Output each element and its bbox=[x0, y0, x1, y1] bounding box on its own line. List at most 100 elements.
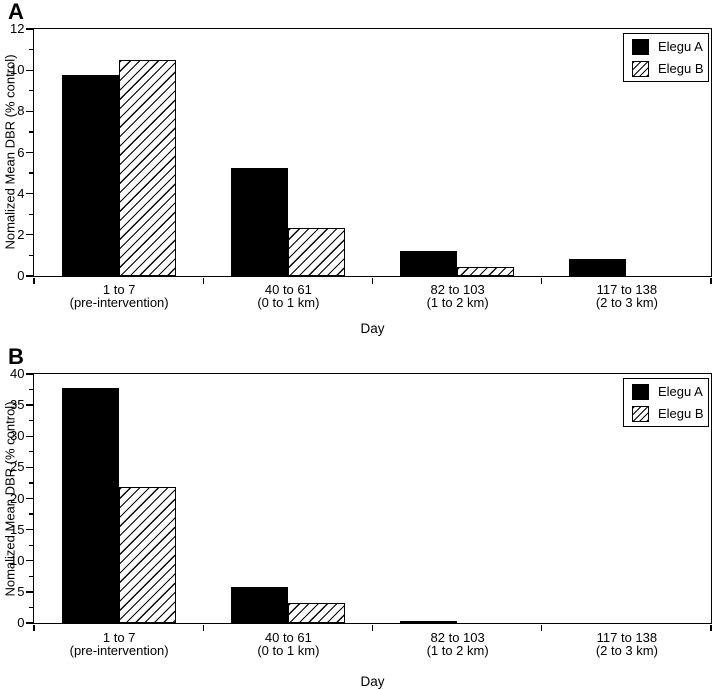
category-label: 82 to 103 (1 to 2 km) bbox=[373, 631, 542, 657]
bar-elegu-a-group-1 bbox=[61, 387, 119, 623]
y-tick-label: 8 bbox=[17, 103, 25, 119]
legend-label: Elegu B bbox=[658, 405, 704, 421]
panel-a: A Nomalized Mean DBR (% control) Elegu A… bbox=[2, 0, 712, 336]
y-tick-label: 20 bbox=[10, 490, 25, 506]
category-range: 1 to 7 bbox=[102, 630, 136, 645]
x-tick bbox=[710, 624, 712, 631]
category-range: 117 to 138 bbox=[596, 630, 658, 645]
category-label: 82 to 103 (1 to 2 km) bbox=[373, 283, 542, 309]
x-tick bbox=[710, 277, 712, 284]
y-tick-label: 5 bbox=[17, 583, 25, 599]
y-tick-label: 40 bbox=[10, 366, 25, 381]
legend-item-elegu-a: Elegu A bbox=[632, 383, 708, 400]
x-tick bbox=[33, 624, 35, 631]
y-tick-label: 12 bbox=[10, 21, 25, 36]
x-axis-title: Day bbox=[360, 321, 385, 336]
y-tick-label: 2 bbox=[17, 226, 25, 242]
category-detail: (pre-intervention) bbox=[69, 295, 169, 310]
category-label: 117 to 138 (2 to 3 km) bbox=[542, 631, 711, 657]
y-minor-tick bbox=[29, 90, 33, 92]
x-tick bbox=[202, 277, 204, 284]
legend-label: Elegu A bbox=[658, 38, 703, 54]
legend-label: Elegu A bbox=[658, 383, 703, 399]
y-tick-label: 10 bbox=[10, 552, 25, 568]
y-minor-tick bbox=[29, 48, 33, 51]
x-tick bbox=[202, 624, 204, 631]
category-detail: (2 to 3 km) bbox=[595, 295, 658, 310]
y-minor-tick bbox=[29, 172, 33, 174]
x-tick bbox=[541, 624, 543, 631]
y-axis-title: Nomalized Mean DBR (% control) bbox=[2, 54, 18, 250]
category-range: 40 to 61 bbox=[264, 630, 312, 645]
legend-swatch-solid-icon bbox=[632, 383, 649, 400]
panel-b: B Nomalized Mean DBR (% control) Elegu A… bbox=[0, 345, 717, 690]
bar-elegu-b-group-2 bbox=[287, 227, 345, 276]
y-tick bbox=[26, 373, 33, 375]
y-tick-label: 0 bbox=[17, 268, 25, 283]
category-detail: (1 to 2 km) bbox=[426, 643, 489, 658]
y-tick bbox=[26, 69, 33, 71]
y-minor-tick bbox=[29, 213, 33, 215]
legend-swatch-hatched-icon bbox=[632, 60, 649, 77]
y-tick bbox=[26, 110, 33, 112]
category-label: 1 to 7 (pre-intervention) bbox=[35, 283, 204, 309]
category-range: 82 to 103 bbox=[430, 630, 485, 645]
bar-elegu-a-group-1 bbox=[61, 75, 119, 276]
y-tick bbox=[26, 497, 33, 500]
y-tick bbox=[26, 193, 33, 195]
y-tick bbox=[26, 622, 33, 624]
y-tick-label: 4 bbox=[17, 185, 25, 201]
plot-area: Elegu A Elegu B 0 2 4 6 8 10 12 bbox=[10, 22, 712, 284]
legend: Elegu A Elegu B bbox=[623, 33, 709, 82]
y-tick bbox=[26, 528, 33, 531]
x-axis-title: Day bbox=[360, 674, 385, 689]
y-tick-label: 35 bbox=[10, 397, 25, 413]
category-range: 82 to 103 bbox=[430, 282, 485, 297]
category-detail: (0 to 1 km) bbox=[257, 295, 320, 310]
y-tick-label: 6 bbox=[17, 144, 25, 160]
bar-elegu-a-group-2 bbox=[230, 167, 288, 276]
y-tick-label: 15 bbox=[10, 521, 25, 537]
legend-swatch-hatched-icon bbox=[632, 405, 649, 422]
category-label: 117 to 138 (2 to 3 km) bbox=[542, 283, 711, 309]
y-minor-tick bbox=[29, 131, 33, 133]
bar-elegu-b-group-2 bbox=[287, 603, 345, 623]
legend: Elegu A Elegu B bbox=[623, 378, 709, 427]
legend-label: Elegu B bbox=[658, 60, 704, 76]
legend-item-elegu-b: Elegu B bbox=[632, 60, 708, 77]
bar-elegu-b-group-3 bbox=[457, 266, 515, 276]
bar-elegu-a-group-3 bbox=[400, 251, 458, 276]
category-detail: (1 to 2 km) bbox=[426, 295, 489, 310]
x-tick bbox=[33, 277, 35, 284]
y-minor-tick bbox=[29, 544, 33, 546]
x-tick bbox=[371, 277, 374, 284]
y-tick bbox=[26, 234, 33, 236]
y-tick bbox=[26, 435, 33, 437]
category-label: 1 to 7 (pre-intervention) bbox=[35, 631, 204, 657]
panel-b-letter: B bbox=[8, 344, 24, 369]
category-detail: (0 to 1 km) bbox=[257, 643, 320, 658]
y-minor-tick bbox=[29, 254, 33, 257]
x-tick bbox=[541, 277, 543, 284]
y-minor-tick bbox=[29, 388, 33, 391]
category-range: 117 to 138 bbox=[596, 282, 658, 297]
category-label: 40 to 61 (0 to 1 km) bbox=[204, 631, 373, 657]
y-tick-label: 0 bbox=[17, 615, 25, 630]
category-range: 1 to 7 bbox=[102, 282, 136, 297]
panel-a-letter: A bbox=[8, 0, 24, 24]
bar-elegu-b-group-1 bbox=[118, 487, 176, 623]
category-label: 40 to 61 (0 to 1 km) bbox=[204, 283, 373, 309]
y-tick bbox=[26, 591, 33, 593]
y-tick-label: 10 bbox=[10, 62, 25, 78]
bar-elegu-b-group-1 bbox=[118, 59, 176, 276]
legend-swatch-solid-icon bbox=[632, 38, 649, 55]
y-tick bbox=[26, 404, 33, 406]
y-tick bbox=[26, 151, 33, 154]
y-minor-tick bbox=[29, 606, 33, 609]
category-detail: (pre-intervention) bbox=[69, 643, 169, 658]
bar-elegu-a-group-4 bbox=[569, 258, 627, 276]
legend-item-elegu-a: Elegu A bbox=[632, 38, 708, 55]
y-minor-tick bbox=[29, 451, 33, 453]
plot-area: Elegu A Elegu B 0 5 10 15 20 25 30 35 40 bbox=[10, 367, 712, 631]
